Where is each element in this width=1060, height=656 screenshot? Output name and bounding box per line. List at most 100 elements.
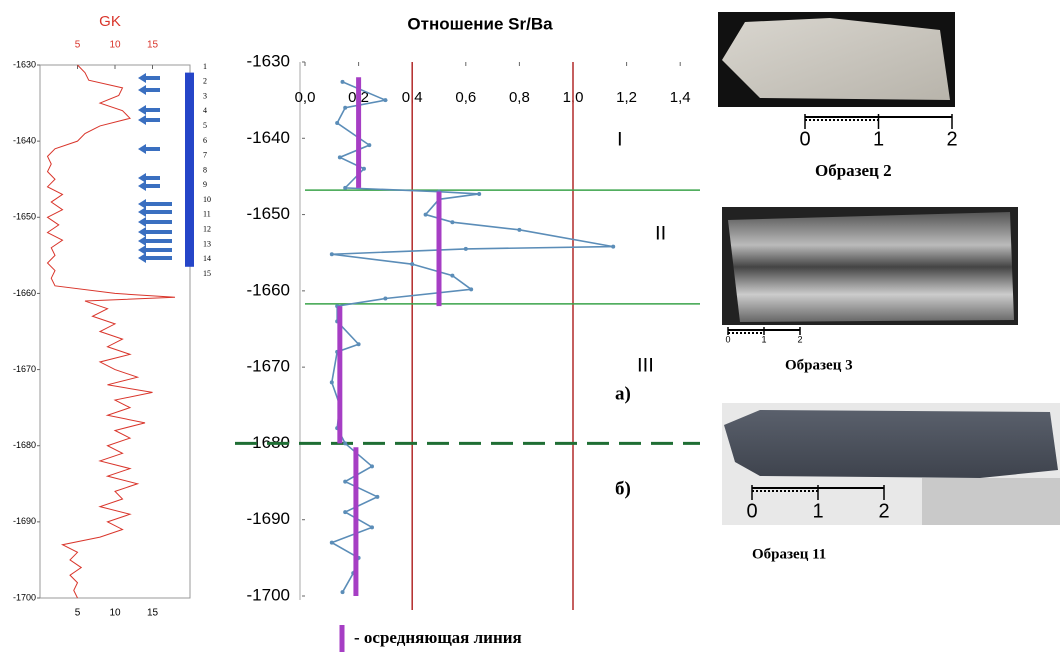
x-tick-label-bottom: 5 [75,608,81,619]
data-point [375,495,379,499]
data-point [410,262,414,266]
data-point [357,342,361,346]
data-point [338,155,342,159]
photo-11 [724,410,1058,478]
x-tick-label: 1,2 [616,89,637,106]
scale-label: 1 [761,334,766,344]
y-tick-label: -1660 [13,288,36,298]
data-point [341,80,345,84]
y-tick-label: -1630 [247,51,290,70]
scale-label: 1 [812,500,823,522]
chart-title: Отношение Sr/Ba [407,14,553,33]
scale-label: 0 [799,128,810,150]
sample-number: 5 [203,121,207,130]
zone-label: II [655,223,666,245]
data-point [370,525,374,529]
y-tick-label: -1690 [247,509,290,528]
sample-number: 9 [203,180,207,189]
x-tick-label-bottom: 10 [109,608,121,619]
y-tick-label: -1640 [13,136,36,146]
gk-frame [40,65,190,598]
x-tick-label: 10 [109,40,121,51]
photo-2 [722,18,950,100]
sample-caption: Образец 11 [752,546,826,562]
x-tick-label: 0,0 [295,89,316,106]
y-tick-label: -1660 [247,280,290,299]
y-tick-label: -1650 [13,212,36,222]
scale-label: 0 [725,334,730,344]
zone-label: III [637,355,654,377]
data-point [477,192,481,196]
scale-label: 2 [946,128,957,150]
sample-caption: Образец 2 [815,161,892,180]
x-tick-label: 0,6 [455,89,476,106]
data-point [341,590,345,594]
data-point [330,252,334,256]
y-tick-label: -1700 [13,592,36,602]
zone-label: I [617,129,623,151]
sample-caption: Образец 3 [785,357,853,373]
y-tick-label: -1680 [13,440,36,450]
sample-number: 1 [203,62,207,71]
data-point [362,167,366,171]
data-point [343,106,347,110]
data-point [343,186,347,190]
data-point [450,274,454,278]
sample-number: 13 [203,239,211,248]
sample-number: 2 [203,77,207,86]
sample-number: 7 [203,151,207,160]
data-point [424,213,428,217]
data-point [343,510,347,514]
data-point [383,296,387,300]
sample-number: 12 [203,224,211,233]
data-line [48,65,176,598]
y-tick-label: -1640 [247,128,290,147]
x-tick-label: 15 [147,40,159,51]
scale-label: 2 [878,500,889,522]
zone-label: а) [615,383,631,404]
data-point [517,228,521,232]
y-tick-label: -1630 [13,59,36,69]
x-tick-label: 1,4 [670,89,691,106]
y-tick-label: -1670 [13,364,36,374]
chart-title: GK [99,13,121,30]
sample-number: 14 [203,254,211,263]
data-point [450,220,454,224]
scale-label: 1 [873,128,884,150]
x-tick-label-bottom: 15 [147,608,159,619]
y-tick-label: -1700 [247,585,290,604]
zone-label: б) [615,478,631,499]
legend-label: - осредняющая линия [354,628,522,647]
sample-number: 11 [203,210,211,219]
y-tick-label: -1670 [247,357,290,376]
photo-3 [728,212,1014,322]
sample-number: 3 [203,91,207,100]
sample-number: 10 [203,195,211,204]
sample-number: 4 [203,106,207,115]
sample-arrows [138,73,172,263]
data-point [343,441,347,445]
x-tick-label: 0,8 [509,89,530,106]
y-tick-label: -1690 [13,516,36,526]
data-point [611,245,615,249]
y-tick-label: -1650 [247,204,290,223]
data-point [383,98,387,102]
data-point [469,287,473,291]
core-interval [185,73,194,267]
sample-number: 6 [203,136,207,145]
data-point [464,247,468,251]
scale-label: 2 [797,334,802,344]
data-point [343,480,347,484]
data-point [330,541,334,545]
figure: GK -1630 -1640 -1650 -1660 -1670 -1680 -1690 -17… [0,0,1060,656]
data-point [370,464,374,468]
photo-11-corner [922,478,1060,525]
data-point [330,380,334,384]
sample-number: 8 [203,165,207,174]
data-point [367,143,371,147]
scale-label: 0 [746,500,757,522]
data-point [335,121,339,125]
sample-number: 15 [203,269,211,278]
data-line [332,82,613,592]
x-tick-label: 5 [75,40,81,51]
